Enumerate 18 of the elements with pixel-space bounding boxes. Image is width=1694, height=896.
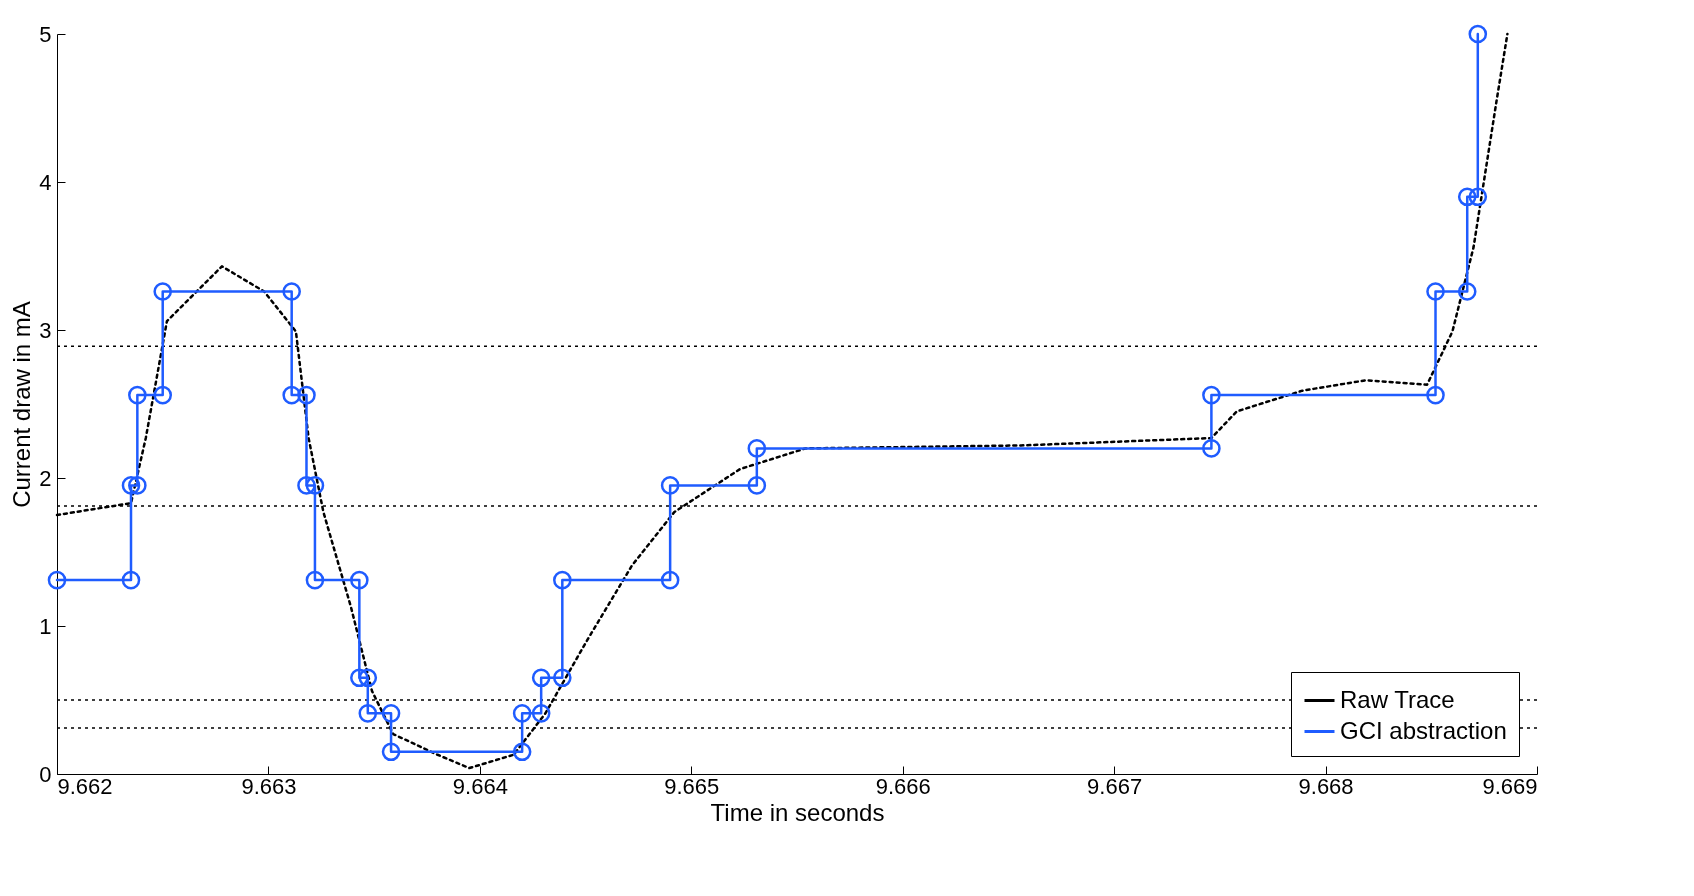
x-tick-label: 9.664 <box>452 773 508 799</box>
x-tick-label: 9.663 <box>241 773 297 799</box>
legend-label: GCI abstraction <box>1340 716 1507 744</box>
y-tick-label: 0 <box>39 761 52 787</box>
x-axis-title: Time in seconds <box>710 798 885 826</box>
x-tick-label: 9.665 <box>664 773 720 799</box>
y-tick-label: 4 <box>39 169 52 195</box>
y-axis-title: Current draw in mA <box>8 301 36 508</box>
x-tick-label: 9.668 <box>1298 773 1354 799</box>
y-tick-label: 3 <box>39 317 52 343</box>
x-tick-label: 9.667 <box>1087 773 1143 799</box>
y-tick-label: 5 <box>39 21 52 47</box>
x-tick-label: 9.666 <box>875 773 931 799</box>
x-tick-label: 9.669 <box>1482 773 1538 799</box>
x-tick-label: 9.662 <box>57 773 113 799</box>
legend-label: Raw Trace <box>1340 685 1455 713</box>
y-tick-label: 2 <box>39 465 52 491</box>
y-tick-label: 1 <box>39 613 52 639</box>
